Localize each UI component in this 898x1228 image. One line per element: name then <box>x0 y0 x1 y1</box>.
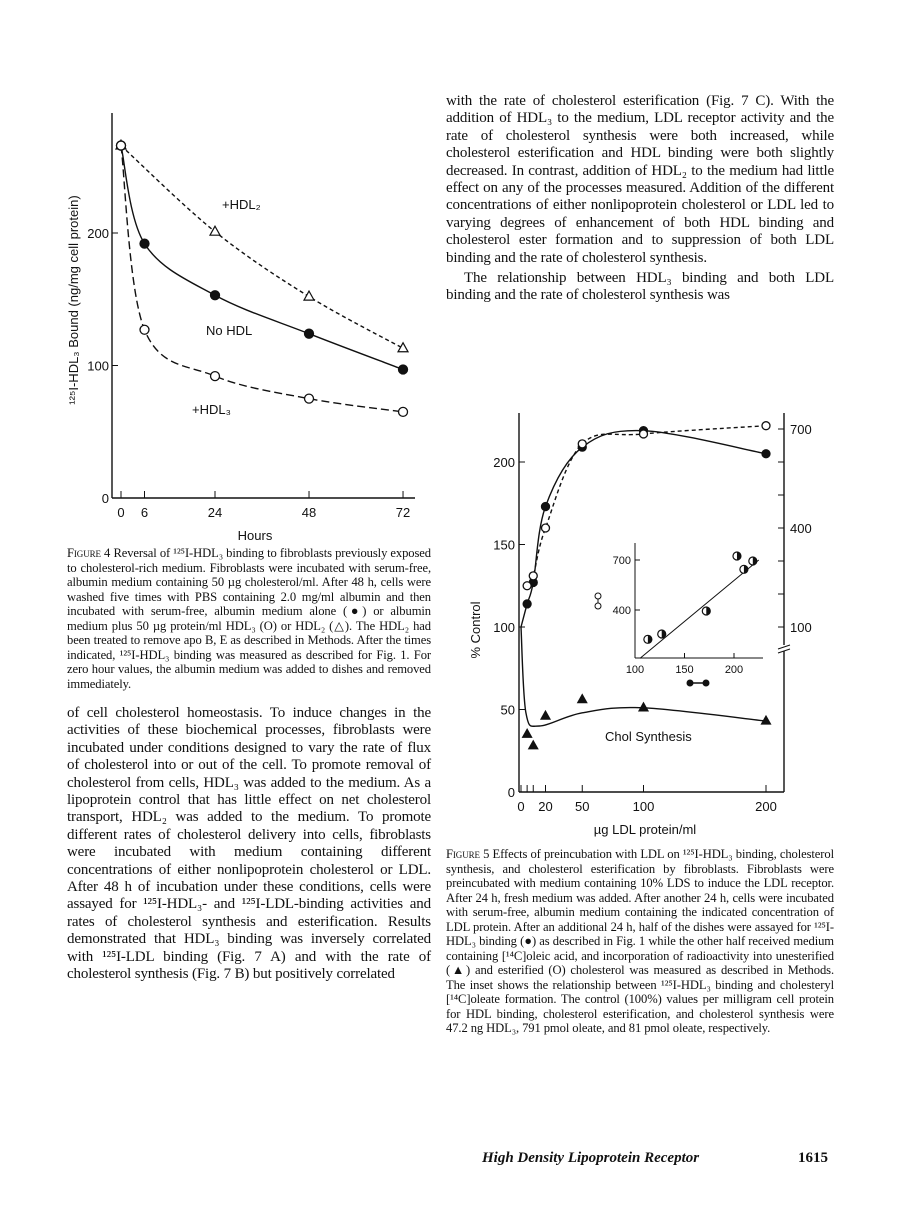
inset-x-tick-label: 200 <box>725 664 743 676</box>
data-point-triangle-open <box>302 289 316 301</box>
paragraph: of cell cholesterol homeostasis. To indu… <box>67 705 431 983</box>
right-y-tick-label: 700 <box>790 422 812 437</box>
figure-4-caption-text: Reversal of ¹²⁵I-HDL₃ binding to fibrobl… <box>67 546 431 691</box>
data-point-circle-open <box>522 581 532 591</box>
data-point-circle-open <box>115 140 127 151</box>
data-point-circle-open <box>303 393 315 404</box>
data-point-circle-open <box>577 439 587 449</box>
data-point-triangle-open <box>397 341 410 353</box>
y-tick-label: 100 <box>87 359 109 374</box>
fig5-x-axis-label: µg LDL protein/ml <box>594 822 696 837</box>
inset-data-point-half <box>706 607 711 615</box>
inset-y-tick-label: 700 <box>613 555 631 567</box>
x-tick-label: 0 <box>117 505 124 520</box>
x-tick-label: 72 <box>396 505 410 520</box>
right-column-top-text: with the rate of cholesterol esterificat… <box>446 93 834 305</box>
y-tick-label: 0 <box>102 491 109 506</box>
filled-circle-legend-icon <box>702 679 710 687</box>
data-point-circle-filled <box>540 501 551 512</box>
data-point-circle-open <box>397 406 409 418</box>
inset-x-tick-label: 100 <box>626 664 644 676</box>
left-column-lower: Figure 4 Reversal of ¹²⁵I-HDL₃ binding t… <box>67 546 431 984</box>
data-point-circle-open <box>761 421 771 431</box>
data-point-triangle-filled <box>576 693 588 704</box>
open-circle-legend-icon <box>594 592 602 600</box>
series-line <box>520 626 767 727</box>
inset-data-point-half <box>661 630 666 638</box>
figure-5-caption: Figure 5 Effects of preincubation with L… <box>446 847 834 1036</box>
fig5-y-axis-label: % Control <box>468 601 483 658</box>
right-y-tick-label: 100 <box>790 620 812 635</box>
data-point-circle-filled <box>303 328 315 339</box>
x-tick-label: 20 <box>538 799 552 814</box>
data-point-triangle-filled <box>760 714 772 725</box>
data-point-triangle-filled <box>527 739 539 750</box>
data-point-circle-open <box>209 370 221 382</box>
figure-4-chart: 0 100 200 0 6 24 48 72 <box>87 113 415 520</box>
y-tick-label: 200 <box>493 455 515 470</box>
series-line <box>520 429 767 628</box>
data-point-circle-filled <box>761 449 771 459</box>
data-point-circle-filled <box>139 238 150 249</box>
page-number: 1615 <box>798 1150 828 1166</box>
data-point-circle-open <box>139 324 150 335</box>
data-point-circle-open <box>528 571 538 581</box>
inset-data-point-half <box>647 635 652 644</box>
data-point-circle-open <box>638 429 649 439</box>
inset-data-point-half <box>736 552 741 560</box>
data-point-circle-filled <box>522 599 532 609</box>
figure-5-label: Figure 5 <box>446 847 490 861</box>
x-tick-label: 0 <box>517 799 524 814</box>
figure-4-label: Figure 4 <box>67 546 111 560</box>
right-y-tick-label: 400 <box>790 521 812 536</box>
axis-break-icon <box>777 644 791 654</box>
y-tick-label: 50 <box>501 703 515 718</box>
inset-data-point-half <box>743 565 748 574</box>
data-point-triangle-filled <box>637 701 650 712</box>
y-tick-label: 100 <box>493 620 515 635</box>
left-column-body-text: of cell cholesterol homeostasis. To indu… <box>67 705 431 984</box>
fig5-annotation-chol-synthesis: Chol Synthesis <box>605 729 692 744</box>
inset-fit-line <box>639 559 760 659</box>
data-point-triangle-filled <box>539 709 552 720</box>
figure-5-chart: 0 50 100 150 200 100 400 700 0 20 50 100 200 <box>493 413 812 814</box>
series-line <box>120 145 404 413</box>
data-point-triangle-open <box>208 224 222 236</box>
series-line <box>526 425 767 587</box>
data-point-triangle-filled <box>521 728 533 738</box>
inset-x-tick-label: 150 <box>675 664 693 676</box>
figure-5-caption-text: Effects of preincubation with LDL on ¹²⁵… <box>446 847 834 1035</box>
fig4-label-no-hdl: No HDL <box>206 323 252 338</box>
data-point-circle-open <box>540 523 551 533</box>
y-tick-label: 200 <box>87 226 109 241</box>
fig4-label-hdl3: +HDL₃ <box>192 402 231 417</box>
paragraph: The relationship between HDL₃ binding an… <box>446 270 834 304</box>
x-tick-label: 100 <box>633 799 655 814</box>
y-tick-label: 150 <box>493 538 515 553</box>
inset-y-tick-label: 400 <box>613 605 631 617</box>
fig4-label-hdl2: +HDL₂ <box>222 197 261 212</box>
figure-5-inset: 400 700 100 150 200 <box>594 543 763 687</box>
paragraph: with the rate of cholesterol esterificat… <box>446 93 834 266</box>
fig4-y-axis-label: ¹²⁵I-HDL₃ Bound (ng/mg cell protein) <box>66 195 81 404</box>
data-point-circle-filled <box>397 364 409 375</box>
figure-4-caption: Figure 4 Reversal of ¹²⁵I-HDL₃ binding t… <box>67 546 431 691</box>
fig4-x-axis-label: Hours <box>238 528 273 543</box>
running-title: High Density Lipoprotein Receptor <box>482 1150 700 1166</box>
x-tick-label: 24 <box>208 505 222 520</box>
x-tick-label: 6 <box>141 505 148 520</box>
series-line <box>120 145 404 349</box>
x-tick-label: 200 <box>755 799 777 814</box>
x-tick-label: 50 <box>575 799 589 814</box>
series-line <box>120 145 404 371</box>
inset-data-point-half <box>752 557 757 565</box>
y-tick-label: 0 <box>508 785 515 800</box>
x-tick-label: 48 <box>302 505 316 520</box>
open-circle-legend-icon <box>594 602 602 610</box>
data-point-circle-filled <box>209 290 221 301</box>
